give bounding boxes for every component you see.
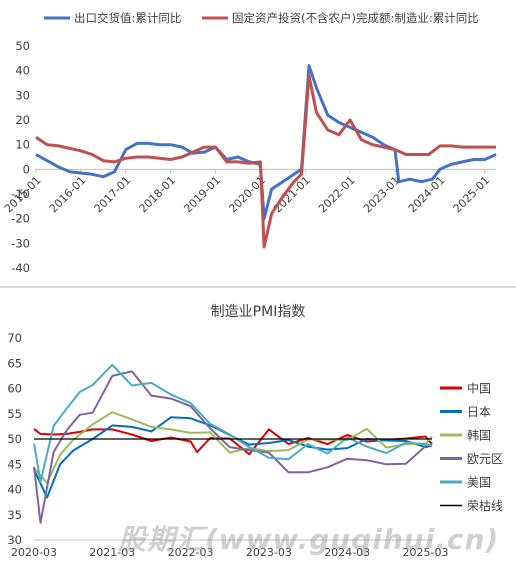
legend-item-5: 美国 xyxy=(440,476,491,490)
y-tick-label: 40 xyxy=(7,483,22,497)
series-line-3 xyxy=(33,411,433,484)
series-line-1 xyxy=(35,64,497,221)
export-investment-chart-panel: 出口交货值:累计同比 固定资产投资(不含农户)完成额:制造业:累计同比 -40 -30… xyxy=(2,11,497,275)
series-line-1 xyxy=(33,428,433,456)
x-tick-label: 2025-01 xyxy=(451,174,493,216)
y-tick-label: 50 xyxy=(7,432,22,446)
y-tick-label: 45 xyxy=(7,457,22,471)
y-tick-label: 35 xyxy=(7,508,22,522)
legend-label: 荣枯线 xyxy=(467,498,503,513)
y-tick-label: 10 xyxy=(15,138,30,152)
series-line-4 xyxy=(33,370,433,524)
y-tick-label: -20 xyxy=(11,212,30,226)
y-tick-label: 70 xyxy=(7,331,22,345)
x-tick-label: 2021-03 xyxy=(89,546,135,559)
legend-label: 欧元区 xyxy=(467,452,503,466)
legend-item-4: 欧元区 xyxy=(440,452,503,466)
x-tick-label: 2017-01 xyxy=(92,174,134,216)
x-tick-label: 2018-01 xyxy=(137,174,179,216)
legend-label: 出口交货值:累计同比 xyxy=(74,11,181,25)
y-tick-label: 0 xyxy=(23,162,30,176)
x-tick-label: 2024-03 xyxy=(324,546,370,559)
x-tick-label: 2022-03 xyxy=(168,546,214,559)
y-tick-label: 30 xyxy=(15,88,30,102)
y-tick-label: 60 xyxy=(7,382,22,396)
legend-item-6: 荣枯线 xyxy=(440,498,503,513)
legend-label: 韩国 xyxy=(467,428,491,443)
x-tick-label: 2019-01 xyxy=(181,174,223,216)
panel-divider xyxy=(0,286,516,288)
y-tick-label: -10 xyxy=(11,187,30,201)
x-tick-label: 2023-03 xyxy=(246,546,292,559)
x-tick-label: 2022-01 xyxy=(316,174,358,216)
y-tick-label: 50 xyxy=(15,39,30,53)
y-tick-label: 20 xyxy=(15,113,30,127)
x-tick-label: 2021-01 xyxy=(271,174,313,216)
x-tick-label: 2025-03 xyxy=(402,546,448,559)
pmi-chart: 制造业PMI指数 30 35 40 45 50 55 60 65 70 2020-03 2021-03… xyxy=(7,304,503,559)
legend-item-1: 中国 xyxy=(440,381,491,396)
series-line-2 xyxy=(35,74,496,249)
export-investment-chart: 出口交货值:累计同比 固定资产投资(不含农户)完成额:制造业:累计同比 -40 -30… xyxy=(2,11,497,275)
legend-label: 美国 xyxy=(467,476,491,490)
y-tick-label: 65 xyxy=(7,356,22,370)
x-tick-label: 2020-03 xyxy=(11,546,57,559)
legend-item-2: 日本 xyxy=(440,405,491,419)
x-tick-label: 2023-01 xyxy=(361,174,403,216)
watermark-text: 股期汇(www.guqihui.cn) xyxy=(118,523,500,556)
legend-item-2: 固定资产投资(不含农户)完成额:制造业:累计同比 xyxy=(202,11,479,25)
legend-label: 日本 xyxy=(467,405,491,419)
y-tick-label: -30 xyxy=(11,236,30,250)
y-tick-label: 30 xyxy=(7,533,22,547)
x-tick-label: 2016-01 xyxy=(47,174,89,216)
y-tick-label: 55 xyxy=(7,407,22,421)
y-tick-label: -40 xyxy=(11,261,30,275)
chart-title: 制造业PMI指数 xyxy=(211,304,306,320)
series-line-5 xyxy=(33,363,433,483)
legend-item-3: 韩国 xyxy=(440,428,491,443)
y-tick-label: 40 xyxy=(15,64,30,78)
x-tick-label: 2015-01 xyxy=(2,174,44,216)
legend-label: 中国 xyxy=(467,381,491,396)
pmi-chart-panel: 制造业PMI指数 30 35 40 45 50 55 60 65 70 2020-03 2021-03… xyxy=(0,288,516,568)
legend-label: 固定资产投资(不含农户)完成额:制造业:累计同比 xyxy=(232,11,479,25)
legend-item-1: 出口交货值:累计同比 xyxy=(44,11,181,25)
